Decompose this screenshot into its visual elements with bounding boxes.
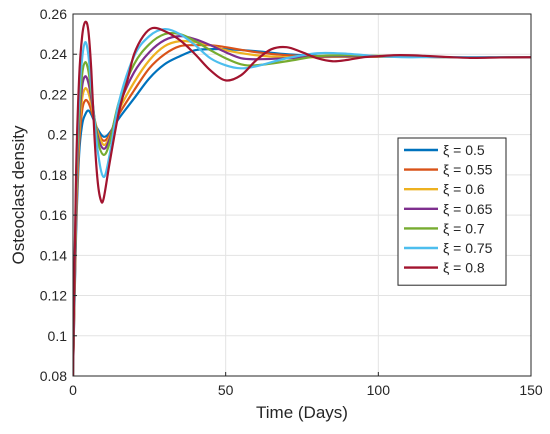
plot-frame — [72, 13, 532, 377]
x-tick-label: 150 — [519, 382, 543, 398]
x-axis-label: Time (Days) — [256, 403, 348, 422]
tick-layer: 0 50 100 150 0.08 0.1 0.12 0.14 0.16 0.18 0.2 0.22 0… — [40, 6, 543, 398]
y-tick-label: 0.08 — [40, 368, 67, 384]
y-tick-label: 0.18 — [40, 167, 67, 183]
legend-box — [397, 137, 507, 286]
y-tick-label: 0.12 — [40, 288, 67, 304]
series-layer — [73, 20, 531, 376]
y-tick-label: 0.2 — [48, 127, 68, 143]
y-tick-label: 0.1 — [48, 328, 68, 344]
legend-label: ξ = 0.8 — [443, 260, 485, 276]
series-line-4 — [73, 31, 531, 376]
x-tick-label: 0 — [69, 382, 77, 398]
legend-label: ξ = 0.55 — [443, 162, 493, 178]
x-tick-label: 50 — [218, 382, 234, 398]
y-tick-label: 0.14 — [40, 247, 67, 263]
y-tick-label: 0.16 — [40, 207, 67, 223]
y-tick-label: 0.22 — [40, 86, 67, 102]
legend-label: ξ = 0.65 — [443, 201, 493, 217]
y-axis-label: Osteoclast density — [9, 125, 28, 264]
y-tick-label: 0.24 — [40, 46, 67, 62]
y-tick-label: 0.26 — [40, 6, 67, 22]
x-tick-label: 100 — [367, 382, 391, 398]
series-line-6 — [73, 20, 531, 376]
legend-label: ξ = 0.5 — [443, 142, 485, 158]
legend-label: ξ = 0.7 — [443, 220, 485, 236]
legend-label: ξ = 0.75 — [443, 240, 493, 256]
legend: ξ = 0.5 ξ = 0.55 ξ = 0.6 ξ = 0.65 ξ = 0.7 ξ =… — [397, 137, 507, 286]
legend-label: ξ = 0.6 — [443, 181, 485, 197]
